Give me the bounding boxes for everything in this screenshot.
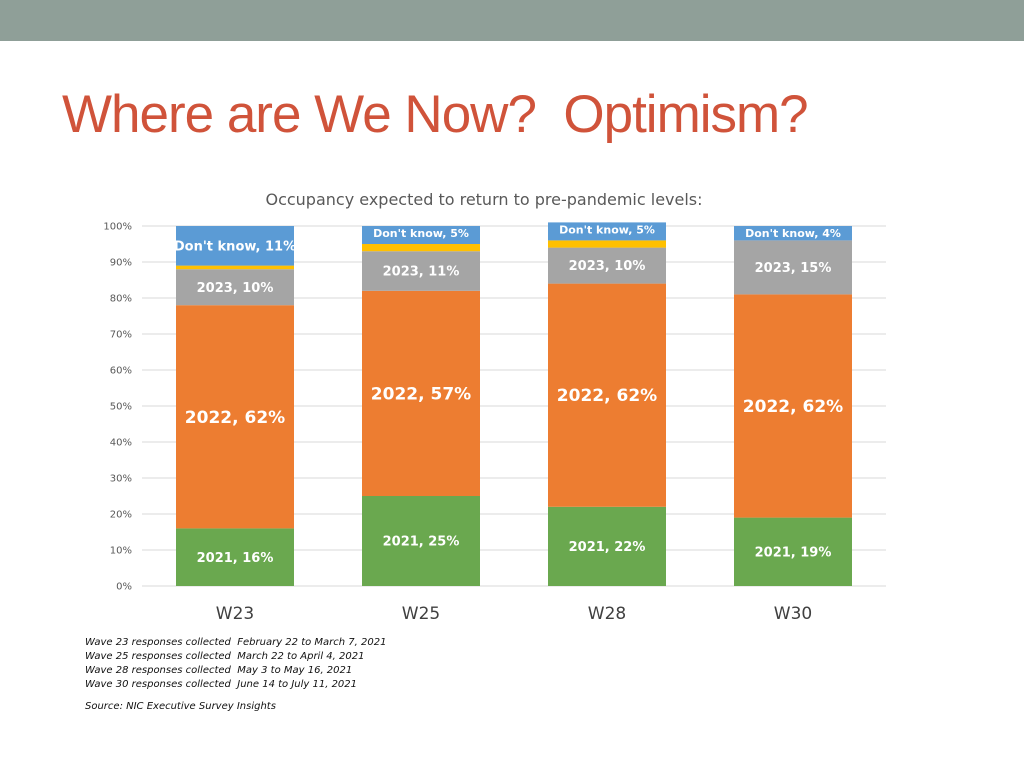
data-label: 2023, 15%	[755, 261, 832, 276]
bar-segment	[362, 251, 480, 291]
bar-segment	[362, 290, 480, 496]
data-label: 2022, 62%	[743, 397, 843, 417]
data-label: 2021, 19%	[755, 545, 832, 560]
wave-note: Wave 28 responses collected May 3 to May…	[85, 665, 353, 676]
bar-segment	[362, 496, 480, 586]
bar-segment	[734, 517, 852, 586]
bar-segment	[176, 226, 294, 266]
data-label: 2022, 62%	[185, 408, 285, 428]
bar-segment	[734, 240, 852, 295]
data-label: 2022, 62%	[557, 386, 657, 406]
data-label: 2023, 10%	[197, 281, 274, 296]
data-label: 2022, 57%	[371, 384, 471, 404]
source-note: Source: NIC Executive Survey Insights	[85, 701, 276, 712]
bar-segment	[362, 244, 480, 252]
bar-segment	[548, 283, 666, 507]
bar-segment	[362, 226, 480, 244]
bar-segment	[734, 294, 852, 518]
data-label: 2023, 10%	[569, 259, 646, 274]
bar-segment	[548, 506, 666, 586]
y-tick-label: 40%	[110, 438, 132, 449]
data-label: 2021, 25%	[383, 535, 460, 550]
bar-segment	[548, 247, 666, 284]
y-tick-label: 10%	[110, 546, 132, 557]
y-tick-label: 100%	[103, 222, 132, 233]
y-tick-label: 70%	[110, 330, 132, 341]
bar-segment	[548, 222, 666, 241]
data-label: Don't know, 4%	[745, 227, 841, 240]
data-label: Don't know, 5%	[559, 223, 655, 236]
y-tick-label: 20%	[110, 510, 132, 521]
bar-segment	[176, 528, 294, 586]
x-category-label: W30	[774, 604, 812, 624]
bar-segment	[734, 226, 852, 241]
x-category-label: W28	[588, 604, 626, 624]
y-tick-label: 90%	[110, 258, 132, 269]
data-label: 2021, 22%	[569, 540, 646, 555]
wave-note: Wave 25 responses collected March 22 to …	[85, 651, 365, 662]
y-tick-label: 60%	[110, 366, 132, 377]
data-label: 2023, 11%	[383, 265, 460, 280]
data-label: 2021, 16%	[197, 551, 274, 566]
bar-segment	[176, 305, 294, 529]
wave-note: Wave 30 responses collected June 14 to J…	[85, 679, 358, 690]
bar-segment	[176, 265, 294, 270]
bar-segment	[176, 269, 294, 306]
y-tick-label: 30%	[110, 474, 132, 485]
chart-title: Occupancy expected to return to pre-pand…	[265, 190, 702, 209]
y-tick-label: 80%	[110, 294, 132, 305]
wave-notes: Wave 23 responses collected February 22 …	[85, 636, 386, 692]
x-category-label: W23	[216, 604, 254, 624]
slide-title: Where are We Now? Optimism?	[62, 85, 809, 144]
header-band	[0, 0, 1024, 41]
y-tick-label: 50%	[110, 402, 132, 413]
stacked-bar-chart: Occupancy expected to return to pre-pand…	[103, 190, 886, 624]
x-category-label: W25	[402, 604, 440, 624]
data-label: Don't know, 11%	[174, 239, 296, 254]
wave-note: Wave 23 responses collected February 22 …	[85, 637, 387, 648]
bar-segment	[548, 240, 666, 248]
y-tick-label: 0%	[116, 582, 132, 593]
data-label: Don't know, 5%	[373, 227, 469, 240]
